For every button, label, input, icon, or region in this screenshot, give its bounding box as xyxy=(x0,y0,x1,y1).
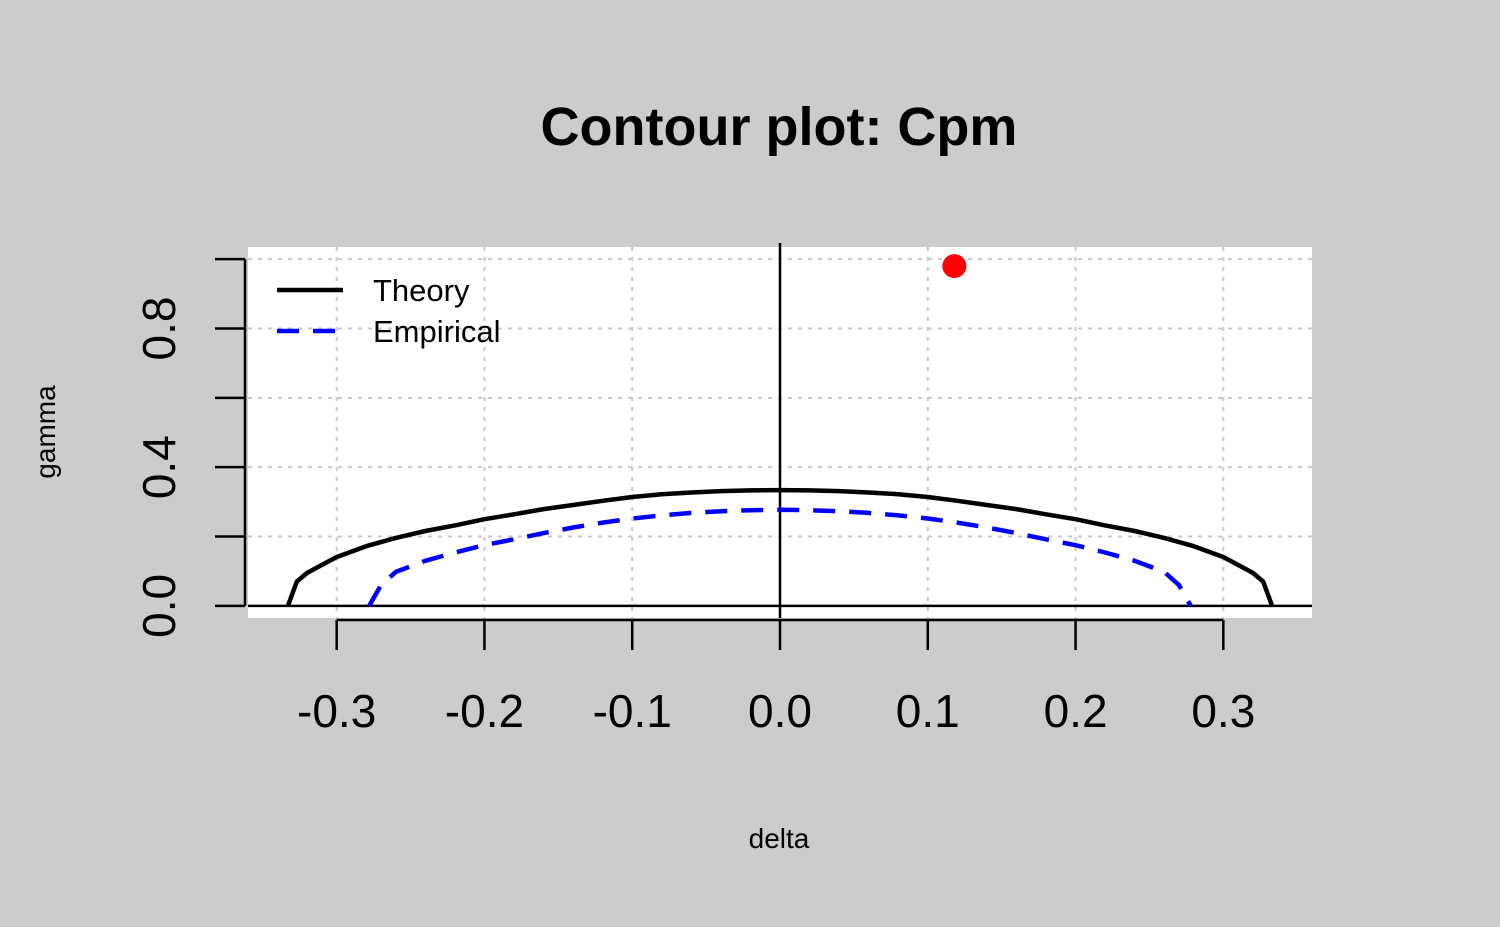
x-tick-label-5: 0.2 xyxy=(1044,685,1108,737)
y-tick-label-2: 0.8 xyxy=(133,297,185,361)
y-axis: 0.0 0.4 0.8 xyxy=(133,257,247,638)
y-axis-label: gamma xyxy=(30,385,61,479)
chart-title: Contour plot: Cpm xyxy=(541,97,1018,157)
x-tick-label-4: 0.1 xyxy=(896,685,960,737)
y-tick-label-0: 0.0 xyxy=(133,574,185,638)
marker-group xyxy=(942,254,967,279)
legend: Theory Empirical xyxy=(277,273,500,349)
legend-label-theory: Theory xyxy=(373,273,470,308)
x-axis-label: delta xyxy=(749,823,810,854)
y-tick-label-1: 0.4 xyxy=(133,435,185,499)
reference-lines xyxy=(248,243,1312,618)
legend-label-empirical: Empirical xyxy=(373,314,500,349)
series-line-theory xyxy=(285,487,1275,607)
x-tick-label-0: -0.3 xyxy=(297,685,376,737)
x-tick-label-1: -0.2 xyxy=(445,685,524,737)
series-line-empirical xyxy=(367,507,1193,608)
x-axis: -0.3 -0.2 -0.1 0.0 0.1 0.2 0.3 xyxy=(297,618,1255,737)
x-tick-label-2: -0.1 xyxy=(593,685,672,737)
series-group xyxy=(285,487,1275,608)
x-tick-label-3: 0.0 xyxy=(748,685,812,737)
x-tick-label-6: 0.3 xyxy=(1191,685,1255,737)
observed-point xyxy=(942,254,967,279)
